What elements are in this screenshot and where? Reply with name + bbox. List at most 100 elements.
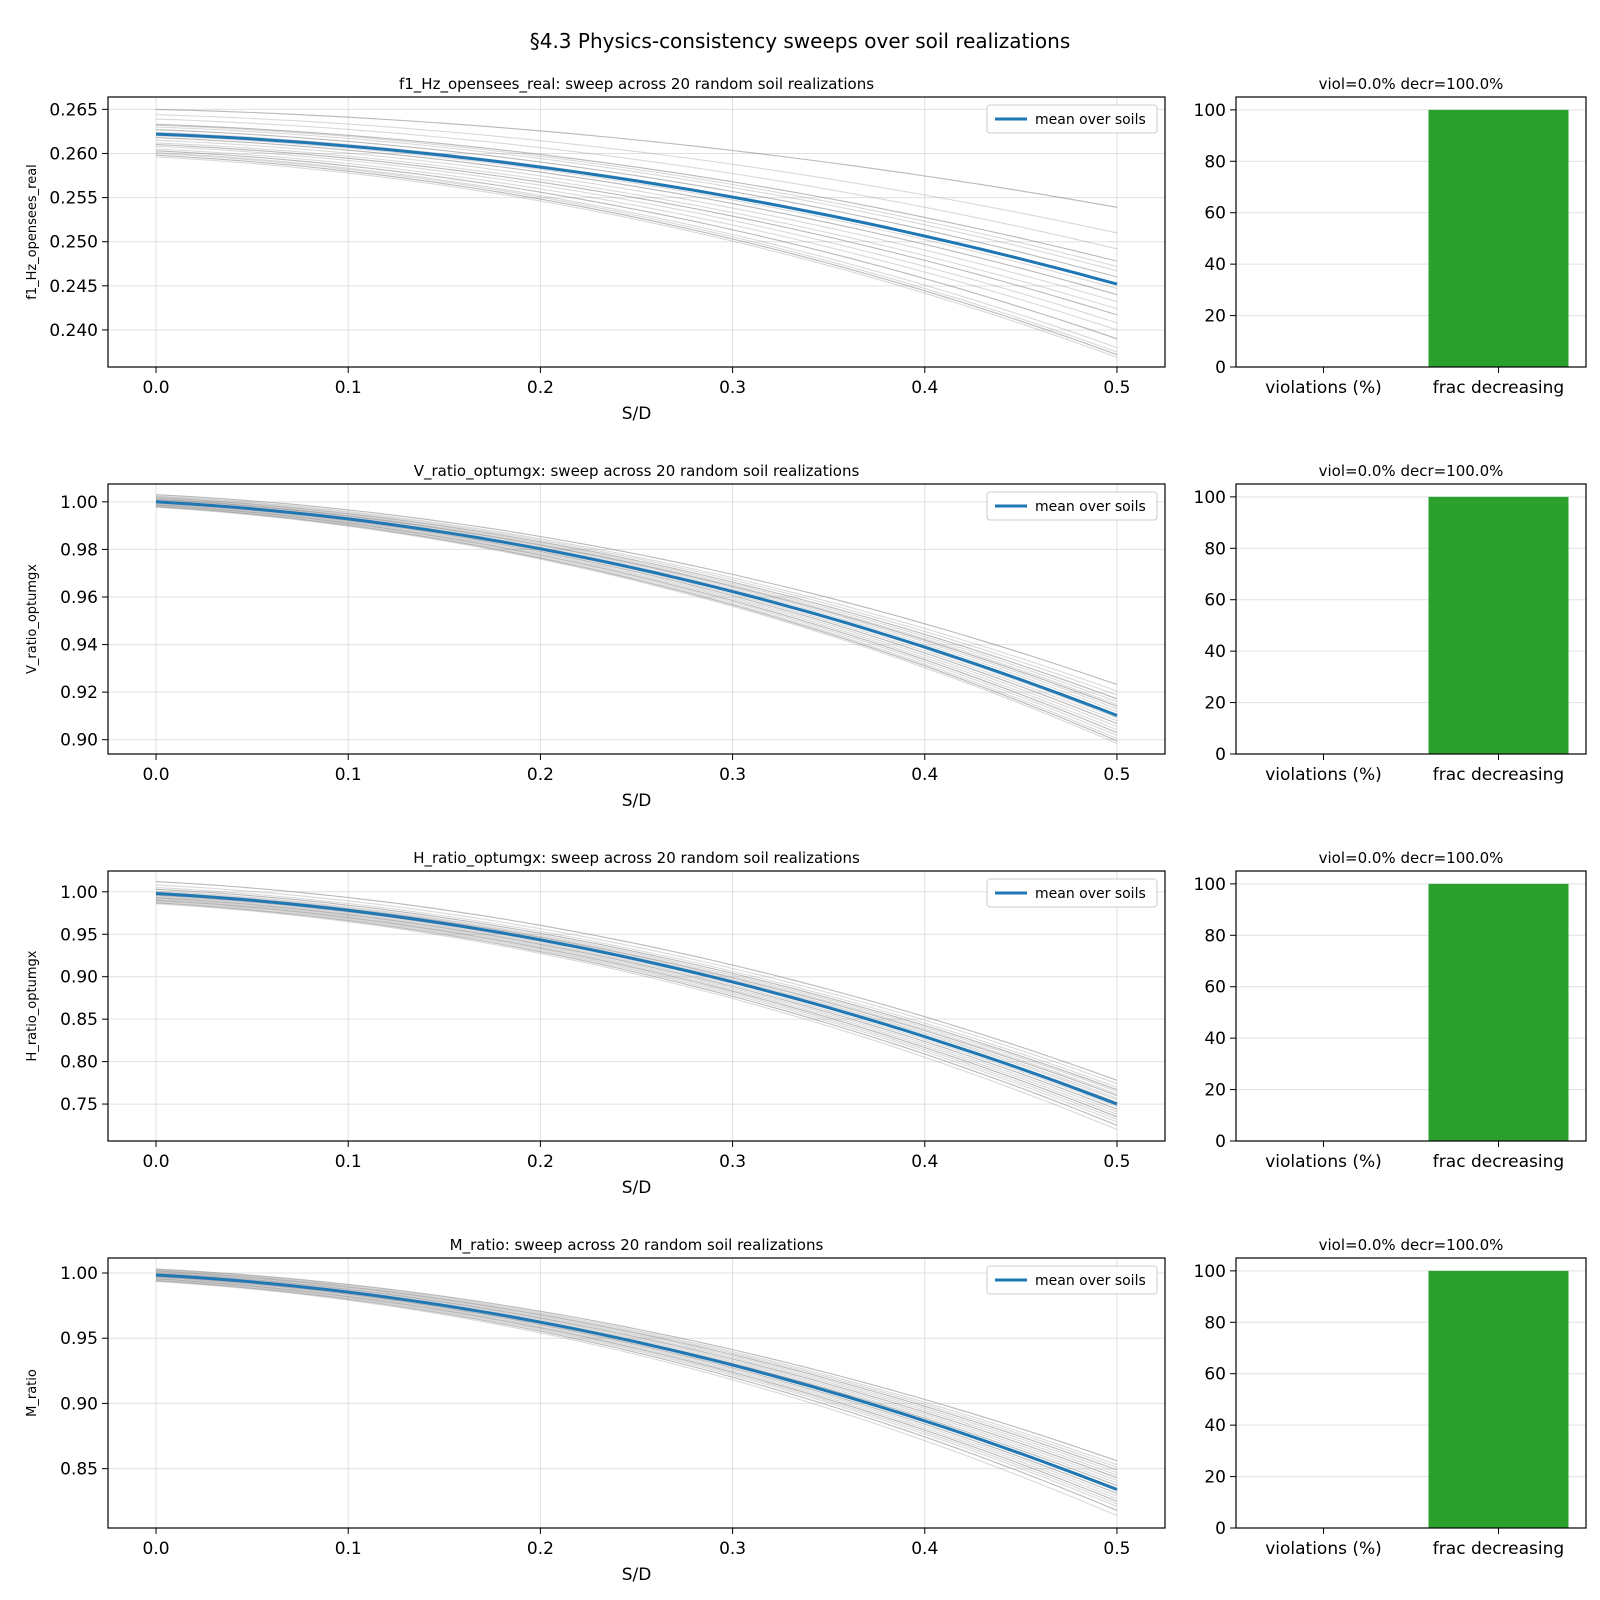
soil-realization-line [155, 897, 1118, 1110]
bar-chart-title: viol=0.0% decr=100.0% [1319, 75, 1504, 93]
soil-realization-line [155, 496, 1118, 696]
bar-y-tick-label: 20 [1204, 694, 1226, 714]
soil-realization-line [155, 900, 1118, 1120]
y-axis-label: V_ratio_optumgx [25, 564, 40, 674]
bar-y-tick-label: 100 [1194, 101, 1226, 121]
soil-realization-line [155, 503, 1118, 731]
soil-realization-line [155, 1271, 1118, 1476]
bar-y-tick-label: 40 [1204, 255, 1226, 275]
soil-realization-line [155, 1277, 1118, 1500]
y-tick-label: 0.250 [49, 233, 98, 253]
y-tick-label: 0.80 [60, 1053, 98, 1073]
soil-realization-line [155, 1280, 1118, 1511]
y-tick-label: 0.90 [60, 731, 98, 751]
line-chart-title: f1_Hz_opensees_real: sweep across 20 ran… [399, 75, 874, 94]
legend-box [986, 1265, 1158, 1295]
x-tick-label: 0.3 [719, 765, 746, 785]
soil-realization-line [155, 497, 1118, 700]
y-tick-label: 0.265 [49, 100, 98, 120]
x-tick-label: 0.5 [1103, 1152, 1130, 1172]
soil-realization-line [155, 144, 1118, 316]
bar-y-tick-label: 100 [1194, 488, 1226, 508]
line-chart-title: V_ratio_optumgx: sweep across 20 random … [414, 462, 860, 481]
soil-realization-line [155, 1276, 1118, 1494]
soil-realization-line [155, 887, 1118, 1088]
y-tick-label: 0.94 [60, 636, 98, 656]
x-tick-label: 0.5 [1103, 1539, 1130, 1559]
soil-realization-line [155, 1269, 1118, 1468]
panel-2: 0.0 0.1 0.2 0.3 0.4 0.5 0.90 0.92 0.94 0.96 0.98 1.… [25, 462, 1587, 811]
plot-area [108, 871, 1165, 1141]
soil-realization-line [155, 126, 1118, 272]
soil-realization-line [155, 148, 1118, 331]
soil-realization-line [155, 901, 1118, 1123]
x-axis-label: S/D [622, 1178, 652, 1198]
bar-axes-frame [1235, 483, 1587, 755]
soil-realization-line [155, 502, 1118, 725]
bar-y-tick-label: 0 [1215, 358, 1226, 378]
soil-realization-line [155, 505, 1118, 740]
axes-frame [107, 870, 1166, 1142]
soil-realization-line [155, 890, 1118, 1092]
y-tick-label: 1.00 [60, 883, 98, 903]
x-tick-label: 0.2 [527, 1539, 554, 1559]
bar-y-tick-label: 20 [1204, 1468, 1226, 1488]
bar-chart-title: viol=0.0% decr=100.0% [1319, 849, 1504, 867]
soil-realization-line [155, 504, 1118, 736]
x-axis-label: S/D [622, 1565, 652, 1585]
x-tick-label: 0.3 [719, 378, 746, 398]
y-tick-label: 1.00 [60, 493, 98, 513]
x-tick-label: 0.3 [719, 1152, 746, 1172]
soil-realization-line [155, 494, 1118, 686]
x-tick-label: 0.4 [911, 765, 938, 785]
legend: mean over soils [986, 878, 1158, 908]
plot-area [108, 1258, 1165, 1528]
bar-category-label: frac decreasing [1433, 378, 1564, 398]
line-chart-title: M_ratio: sweep across 20 random soil rea… [450, 1236, 824, 1255]
bar-axes-frame [1235, 96, 1587, 368]
bar-y-tick-label: 60 [1204, 978, 1226, 998]
bar-axes-frame [1235, 1257, 1587, 1529]
bar-y-tick-label: 80 [1204, 926, 1226, 946]
y-tick-label: 0.75 [60, 1095, 98, 1115]
soil-realization-line [155, 1278, 1118, 1502]
soil-realization-line [155, 498, 1118, 707]
soil-realization-line [155, 1272, 1118, 1479]
soil-realization-line [155, 129, 1118, 278]
legend: mean over soils [986, 1265, 1158, 1295]
bar-chart-title: viol=0.0% decr=100.0% [1319, 1236, 1504, 1254]
y-tick-label: 0.95 [60, 925, 98, 945]
x-tick-label: 0.4 [911, 378, 938, 398]
bar-y-tick-label: 80 [1204, 539, 1226, 559]
bar-y-tick-label: 0 [1215, 745, 1226, 765]
mean-line [155, 1273, 1118, 1491]
soil-realization-line [155, 142, 1118, 310]
soil-realization-line [155, 1280, 1118, 1517]
bar-frac-decreasing [1428, 883, 1569, 1141]
soil-realization-line [155, 884, 1118, 1085]
soil-realization-line [155, 898, 1118, 1115]
bar-chart-title: viol=0.0% decr=100.0% [1319, 462, 1504, 480]
bar-category-label: violations (%) [1265, 1152, 1382, 1172]
axes-frame [107, 96, 1166, 368]
x-tick-label: 0.5 [1103, 378, 1130, 398]
x-tick-label: 0.1 [335, 1152, 362, 1172]
y-tick-label: 0.260 [49, 144, 98, 164]
panel-3: 0.0 0.1 0.2 0.3 0.4 0.5 0.75 0.80 0.85 0.90 0.95 1.… [25, 849, 1587, 1198]
x-tick-label: 0.1 [335, 765, 362, 785]
y-tick-label: 0.95 [60, 1329, 98, 1349]
x-tick-label: 0.3 [719, 1539, 746, 1559]
bar-category-label: violations (%) [1265, 1539, 1382, 1559]
bar-category-label: frac decreasing [1433, 1152, 1564, 1172]
bar-frac-decreasing [1428, 109, 1569, 367]
y-axis-label: f1_Hz_opensees_real [25, 164, 40, 300]
soil-realization-line [155, 108, 1118, 208]
soil-realization-line [155, 504, 1118, 734]
plot-area [108, 484, 1165, 754]
x-axis-label: S/D [622, 404, 652, 424]
soil-realization-line [155, 1273, 1118, 1481]
soil-realization-line [155, 896, 1118, 1108]
y-tick-label: 0.240 [49, 321, 98, 341]
soil-realization-line [155, 891, 1118, 1095]
soil-realization-line [155, 124, 1118, 267]
